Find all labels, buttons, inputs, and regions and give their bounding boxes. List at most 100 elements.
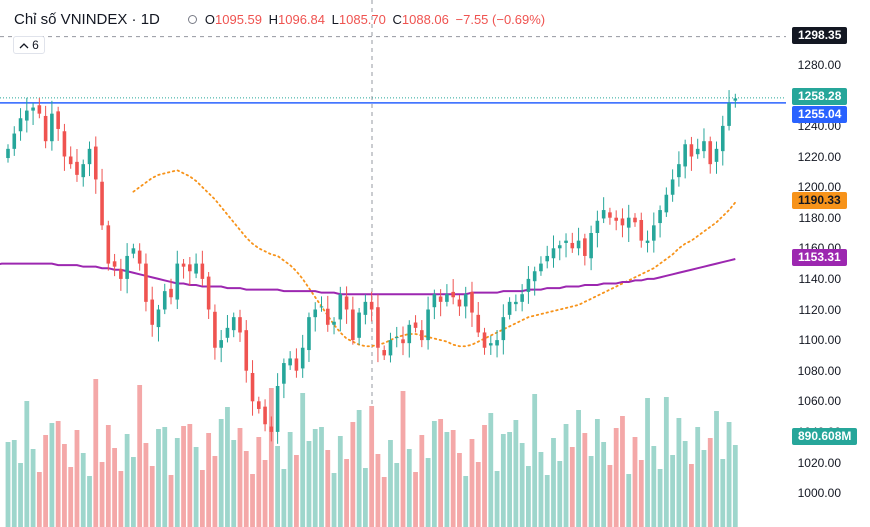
volume-bar bbox=[256, 437, 262, 527]
low-value: 1085.70 bbox=[338, 11, 386, 27]
candle-body bbox=[81, 164, 86, 178]
volume-bar bbox=[281, 469, 287, 527]
volume-bar bbox=[87, 476, 92, 527]
candle-body bbox=[595, 220, 600, 233]
volume-bar bbox=[43, 435, 49, 527]
volume-bar bbox=[237, 428, 243, 527]
candle-body bbox=[482, 332, 487, 348]
candle-body bbox=[708, 141, 713, 165]
candle-body bbox=[357, 312, 361, 338]
candle-body bbox=[225, 327, 230, 338]
close-label: C bbox=[392, 11, 402, 27]
volume-bar bbox=[657, 469, 663, 527]
volume-bar bbox=[312, 429, 318, 527]
volume-bar bbox=[362, 468, 368, 527]
candle-body bbox=[338, 294, 343, 320]
volume-bar bbox=[49, 423, 55, 527]
candle-body bbox=[87, 148, 92, 165]
volume-bar bbox=[457, 453, 462, 527]
volume-bar bbox=[670, 455, 676, 527]
volume-bar bbox=[682, 441, 688, 527]
volume-bar bbox=[199, 470, 205, 527]
candle-body bbox=[445, 294, 449, 302]
volume-bar bbox=[519, 443, 525, 527]
candle-body bbox=[470, 291, 474, 313]
volume-bar bbox=[651, 446, 657, 527]
candle-body bbox=[12, 133, 17, 149]
candle-body bbox=[388, 340, 393, 356]
candle-body bbox=[576, 240, 581, 249]
candle-body bbox=[231, 317, 236, 331]
volume-bar bbox=[212, 456, 218, 527]
candle-body bbox=[601, 210, 606, 219]
candle-body bbox=[106, 225, 111, 264]
volume-bar bbox=[149, 466, 155, 527]
close-value: 1088.06 bbox=[401, 11, 449, 27]
symbol-title[interactable]: Chỉ số VNINDEX · 1D bbox=[14, 10, 160, 28]
candle-body bbox=[50, 113, 54, 142]
volume-bar bbox=[275, 446, 281, 527]
candle-body bbox=[394, 337, 399, 339]
candle-body bbox=[501, 317, 506, 341]
volume-bar bbox=[613, 428, 619, 527]
candle-body bbox=[670, 179, 675, 195]
candle-body bbox=[169, 288, 173, 298]
volume-bar bbox=[375, 454, 381, 527]
candle-body bbox=[645, 240, 650, 243]
price-tick-label: 1140.00 bbox=[798, 271, 842, 286]
volume-bar bbox=[632, 437, 638, 527]
volume-bar bbox=[181, 426, 186, 527]
volume-bar bbox=[400, 391, 406, 527]
status-dot-icon bbox=[187, 14, 197, 24]
volume-bar bbox=[262, 460, 268, 527]
volume-bar bbox=[112, 448, 117, 527]
volume-bar bbox=[607, 465, 613, 527]
volume-bar bbox=[538, 452, 544, 527]
candle-body bbox=[720, 125, 725, 152]
volume-bar bbox=[30, 449, 36, 527]
volume-bar bbox=[268, 388, 274, 527]
volume-bar bbox=[689, 464, 694, 527]
volume-bar bbox=[124, 434, 130, 527]
volume-bar bbox=[406, 449, 412, 527]
volume-bar bbox=[626, 474, 632, 527]
candle-body bbox=[420, 330, 424, 341]
volume-bar bbox=[500, 434, 506, 527]
candle-body bbox=[93, 146, 98, 180]
volume-bar bbox=[118, 471, 124, 527]
volume-bar bbox=[99, 462, 105, 527]
volume-bar bbox=[482, 425, 487, 527]
volume-bar bbox=[732, 445, 738, 527]
price-tick-label: 1000.00 bbox=[797, 486, 841, 501]
candle-body bbox=[677, 164, 681, 178]
indicators-toggle-button[interactable]: 6 bbox=[13, 36, 45, 54]
volume-bar bbox=[444, 432, 450, 527]
candle-body bbox=[300, 347, 305, 369]
candle-body bbox=[407, 324, 412, 344]
candle-body bbox=[213, 311, 217, 348]
candle-body bbox=[545, 255, 550, 262]
volume-bar bbox=[80, 453, 86, 527]
volume-bar bbox=[638, 460, 644, 527]
candle-body bbox=[313, 309, 318, 318]
volume-bar bbox=[726, 422, 732, 527]
candle-body bbox=[626, 217, 631, 228]
volume-bar bbox=[174, 438, 180, 527]
candle-body bbox=[162, 291, 167, 310]
change-value: −7.55 (−0.69%) bbox=[455, 11, 546, 27]
volume-bar bbox=[68, 467, 74, 527]
open-label: O bbox=[204, 11, 215, 27]
candle-body bbox=[463, 294, 468, 307]
volume-bar bbox=[300, 393, 306, 527]
volume-bar bbox=[720, 459, 726, 527]
candle-body bbox=[43, 115, 48, 142]
volume-bar bbox=[544, 475, 550, 527]
volume-bar bbox=[93, 379, 99, 527]
candle-body bbox=[244, 330, 249, 371]
volume-tag: 890.608M bbox=[792, 428, 858, 445]
ma-dotted-tag: 1190.33 bbox=[792, 192, 847, 209]
candle-body bbox=[294, 358, 299, 371]
low-label: L bbox=[331, 11, 339, 27]
